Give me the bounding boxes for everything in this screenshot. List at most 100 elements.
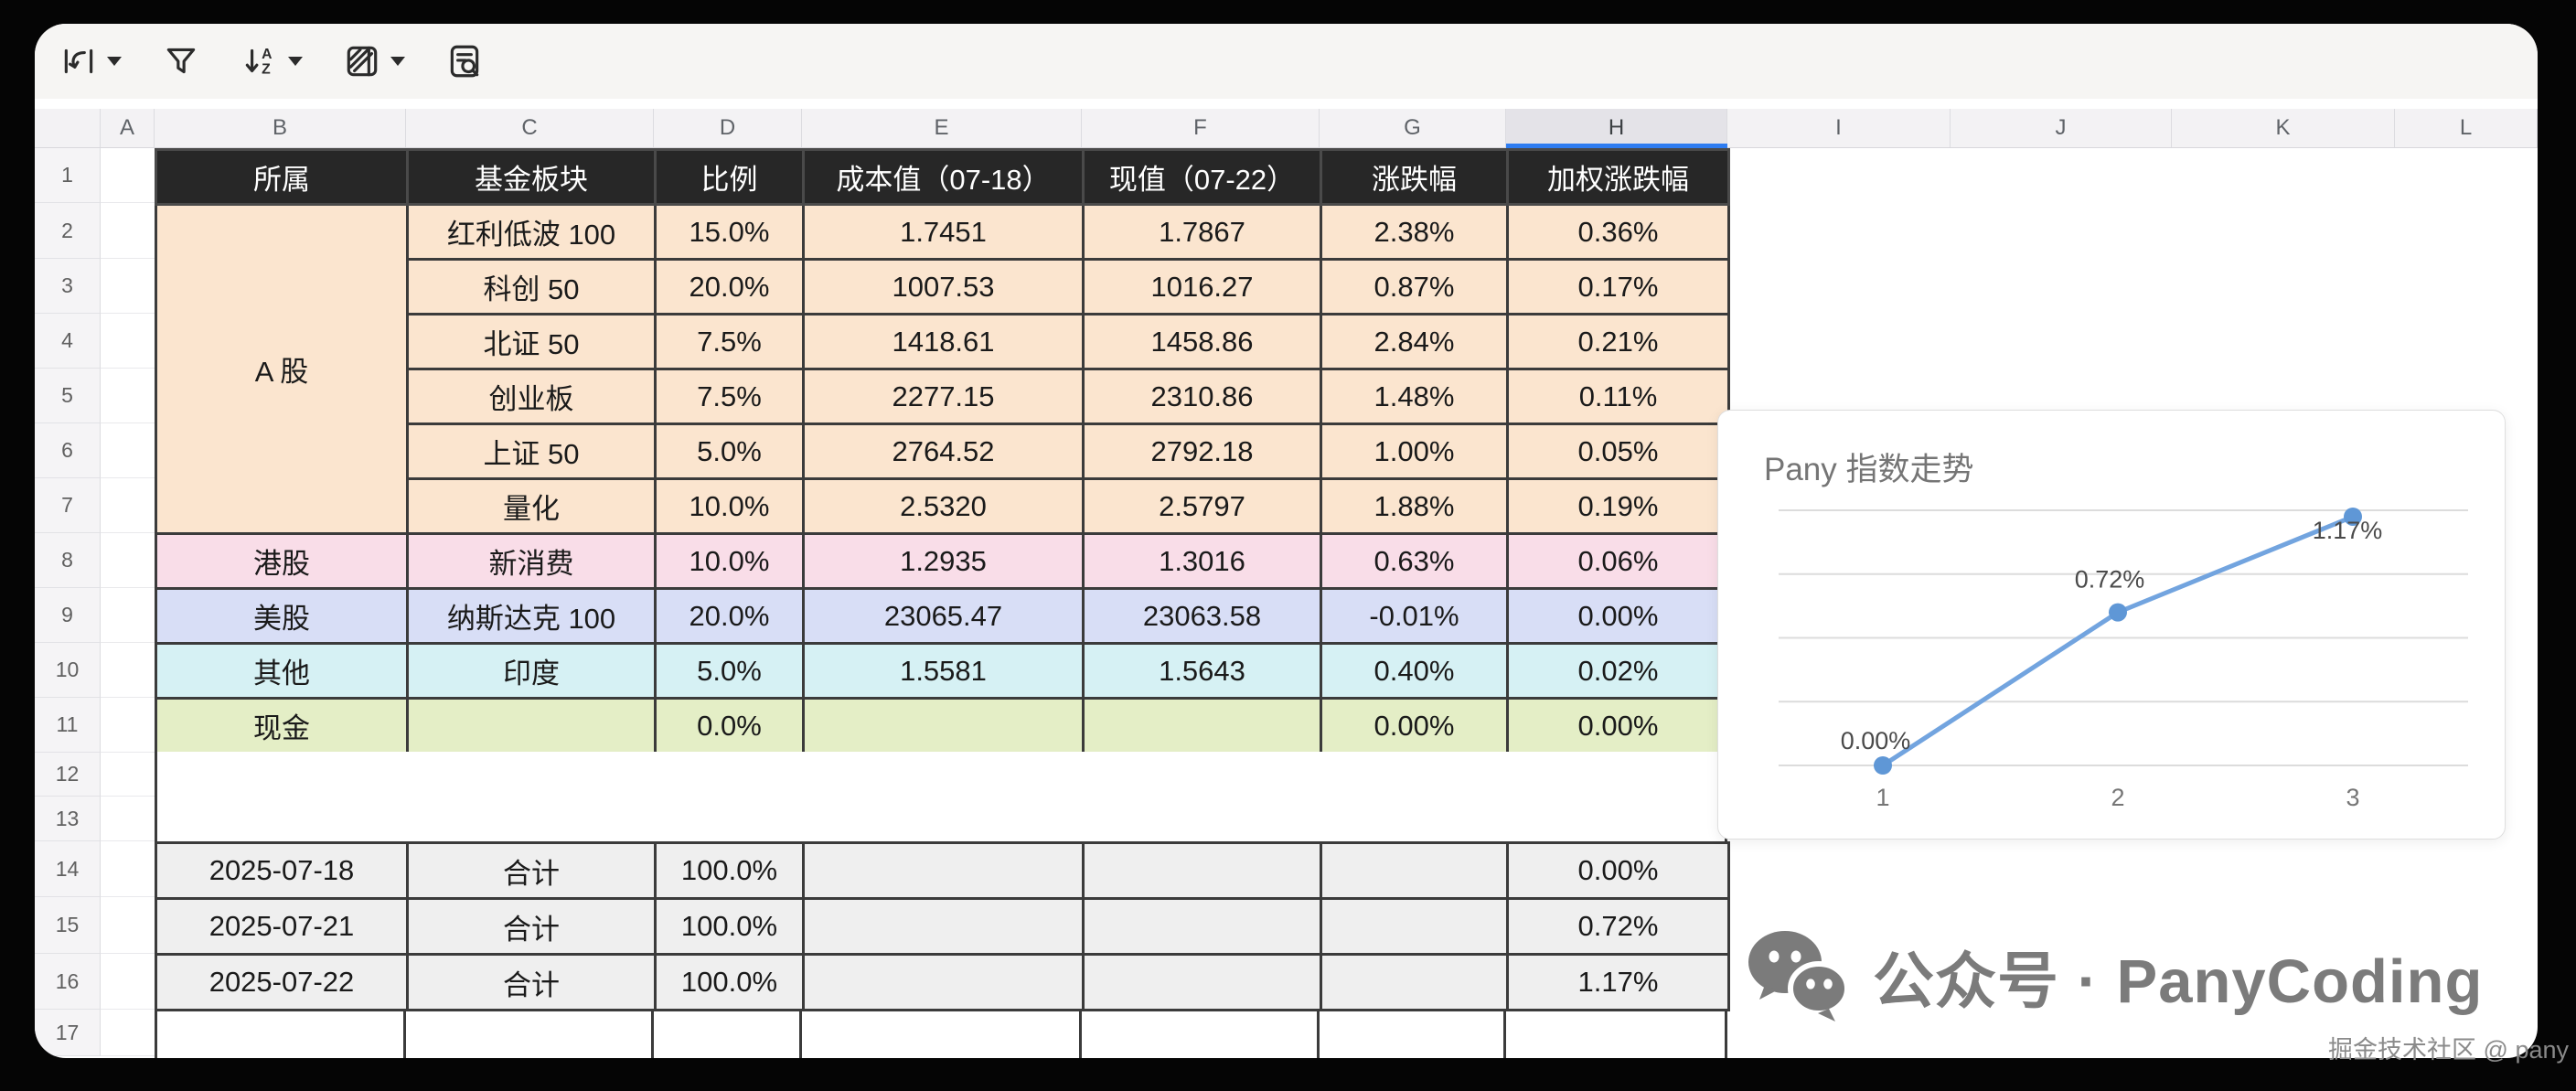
- column-header-I[interactable]: I: [1727, 109, 1951, 147]
- summary-cell[interactable]: 100.0%: [654, 953, 805, 1011]
- data-cell[interactable]: -0.01%: [1320, 587, 1509, 645]
- column-header-K[interactable]: K: [2172, 109, 2395, 147]
- data-cell[interactable]: 10.0%: [654, 477, 805, 535]
- group-cell[interactable]: A 股: [155, 203, 409, 535]
- data-cell[interactable]: 2.5797: [1082, 477, 1322, 535]
- row-number-7[interactable]: 7: [35, 478, 101, 533]
- cell-A10[interactable]: [101, 643, 155, 698]
- data-cell[interactable]: 23065.47: [802, 587, 1085, 645]
- summary-cell[interactable]: [1082, 841, 1322, 900]
- cell-A14[interactable]: [101, 841, 155, 897]
- data-cell[interactable]: 2277.15: [802, 368, 1085, 425]
- data-point[interactable]: [2344, 507, 2362, 526]
- cell-A7[interactable]: [101, 478, 155, 533]
- summary-cell[interactable]: [1320, 841, 1509, 900]
- data-cell[interactable]: 5.0%: [654, 422, 805, 480]
- data-cell[interactable]: 1.2935: [802, 532, 1085, 590]
- summary-cell[interactable]: [802, 897, 1085, 956]
- column-header-E[interactable]: E: [802, 109, 1082, 147]
- data-cell[interactable]: 1458.86: [1082, 313, 1322, 370]
- data-cell[interactable]: 创业板: [406, 368, 657, 425]
- cell-A11[interactable]: [101, 698, 155, 753]
- data-cell[interactable]: [406, 697, 657, 754]
- data-cell[interactable]: 1.88%: [1320, 477, 1509, 535]
- blank-rows-region[interactable]: [155, 752, 1727, 841]
- data-cell[interactable]: 1418.61: [802, 313, 1085, 370]
- data-cell[interactable]: 红利低波 100: [406, 203, 657, 261]
- data-cell[interactable]: 1007.53: [802, 258, 1085, 316]
- row-number-17[interactable]: 17: [35, 1010, 101, 1056]
- row-number-14[interactable]: 14: [35, 841, 101, 897]
- data-cell[interactable]: 0.0%: [654, 697, 805, 754]
- cell-A4[interactable]: [101, 314, 155, 369]
- summary-cell[interactable]: [1320, 953, 1509, 1011]
- column-header-D[interactable]: D: [654, 109, 802, 147]
- data-cell[interactable]: 0.17%: [1506, 258, 1730, 316]
- data-cell[interactable]: 0.19%: [1506, 477, 1730, 535]
- column-header-F[interactable]: F: [1082, 109, 1320, 147]
- data-cell[interactable]: 15.0%: [654, 203, 805, 261]
- data-cell[interactable]: [1082, 697, 1322, 754]
- data-cell[interactable]: 0.00%: [1506, 697, 1730, 754]
- cell-A8[interactable]: [101, 533, 155, 588]
- data-cell[interactable]: 纳斯达克 100: [406, 587, 657, 645]
- summary-cell[interactable]: 2025-07-22: [155, 953, 409, 1011]
- data-cell[interactable]: 2.38%: [1320, 203, 1509, 261]
- row-number-2[interactable]: 2: [35, 203, 101, 259]
- column-header-H[interactable]: H: [1506, 109, 1727, 147]
- data-cell[interactable]: 0.40%: [1320, 642, 1509, 700]
- summary-cell[interactable]: [1320, 897, 1509, 956]
- data-cell[interactable]: 0.02%: [1506, 642, 1730, 700]
- data-cell[interactable]: 2764.52: [802, 422, 1085, 480]
- data-cell[interactable]: 北证 50: [406, 313, 657, 370]
- data-cell[interactable]: 10.0%: [654, 532, 805, 590]
- row-number-10[interactable]: 10: [35, 643, 101, 698]
- data-cell[interactable]: 0.11%: [1506, 368, 1730, 425]
- row-number-16[interactable]: 16: [35, 954, 101, 1010]
- find-replace-button[interactable]: [445, 42, 484, 80]
- summary-cell[interactable]: 2025-07-18: [155, 841, 409, 900]
- data-cell[interactable]: 上证 50: [406, 422, 657, 480]
- summary-cell[interactable]: [1082, 897, 1322, 956]
- data-cell[interactable]: 1.5581: [802, 642, 1085, 700]
- summary-cell[interactable]: [1082, 953, 1322, 1011]
- summary-cell[interactable]: 100.0%: [654, 897, 805, 956]
- sort-button[interactable]: A Z: [240, 42, 303, 80]
- group-cell[interactable]: 其他: [155, 642, 409, 700]
- select-all-corner[interactable]: [35, 109, 101, 147]
- chart-card[interactable]: Pany 指数走势 0.00% 1 0.72% 2 1.17% 3: [1717, 410, 2506, 840]
- data-cell[interactable]: 0.00%: [1320, 697, 1509, 754]
- column-header-A[interactable]: A: [101, 109, 155, 147]
- cell-A1[interactable]: [101, 148, 155, 203]
- summary-cell[interactable]: 0.00%: [1506, 841, 1730, 900]
- header-cell[interactable]: 基金板块: [406, 148, 657, 206]
- data-cell[interactable]: 印度: [406, 642, 657, 700]
- data-cell[interactable]: 5.0%: [654, 642, 805, 700]
- data-cell[interactable]: 0.87%: [1320, 258, 1509, 316]
- data-cell[interactable]: 1.5643: [1082, 642, 1322, 700]
- row-number-1[interactable]: 1: [35, 148, 101, 203]
- header-cell[interactable]: 现值（07-22）: [1082, 148, 1322, 206]
- row-number-15[interactable]: 15: [35, 897, 101, 954]
- summary-cell[interactable]: 合计: [406, 953, 657, 1011]
- cell-A12[interactable]: [101, 753, 155, 797]
- row-number-12[interactable]: 12: [35, 753, 101, 797]
- row-number-3[interactable]: 3: [35, 259, 101, 314]
- cell-A6[interactable]: [101, 423, 155, 478]
- summary-cell[interactable]: [802, 841, 1085, 900]
- data-cell[interactable]: 新消费: [406, 532, 657, 590]
- summary-cell[interactable]: 1.17%: [1506, 953, 1730, 1011]
- group-cell[interactable]: 美股: [155, 587, 409, 645]
- data-cell[interactable]: 20.0%: [654, 587, 805, 645]
- data-cell[interactable]: [802, 697, 1085, 754]
- row-number-5[interactable]: 5: [35, 369, 101, 423]
- data-cell[interactable]: 2.5320: [802, 477, 1085, 535]
- data-cell[interactable]: 0.63%: [1320, 532, 1509, 590]
- header-cell[interactable]: 加权涨跌幅: [1506, 148, 1730, 206]
- cell-A16[interactable]: [101, 954, 155, 1010]
- summary-cell[interactable]: 0.72%: [1506, 897, 1730, 956]
- data-cell[interactable]: 23063.58: [1082, 587, 1322, 645]
- data-cell[interactable]: 0.06%: [1506, 532, 1730, 590]
- summary-cell[interactable]: 100.0%: [654, 841, 805, 900]
- cell-A17[interactable]: [101, 1010, 155, 1056]
